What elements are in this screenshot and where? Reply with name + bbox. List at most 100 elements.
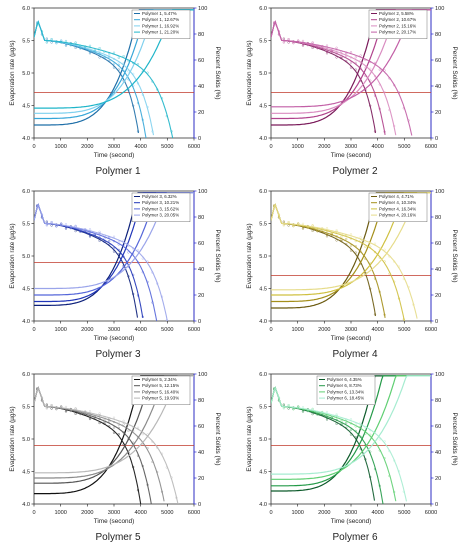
series-rate-point [393,459,396,462]
series-rate-point [132,292,135,296]
chart-svg: 0 1000 2000 3000 4000 5000 60004.04.55.05.56.0… [246,372,458,525]
series-rate-point [378,248,381,251]
series-rate-point [349,428,353,431]
x-axis-title: Time (second) [331,152,372,159]
panel-caption: Polymer 2 [332,166,378,177]
series-rate-point [122,69,125,72]
x-tick-label: 6000 [425,327,437,333]
series-rate-point [369,245,372,248]
y-tick-left-label: 4.0 [22,136,30,142]
series-rate-point [345,52,348,55]
series-rate-point [306,410,309,413]
series-rate-point [141,118,144,121]
series-rate-point [112,66,116,69]
series-rate-point [45,37,48,40]
legend-entry: Polymer 2, 5.58% [379,11,414,16]
series-rate-point [378,68,381,71]
series-rate-point [69,409,72,413]
series-rate-point [141,93,144,96]
series-rate-point [132,84,135,87]
x-tick-label: 4000 [134,510,146,516]
series-rate-point [98,46,101,50]
series-rate-point [84,411,87,414]
x-tick-label: 0 [32,327,35,333]
y-tick-right-label: 60 [198,424,204,430]
y-axis-right-title: Percent Solids (%) [451,47,458,100]
series-rate-point [79,230,82,233]
series-rate-point [330,49,333,52]
series-rate-point [373,61,377,64]
series-rate-point [321,45,324,48]
legend: Polymer 5, 2.34%Polymer 5, 12.15%Polymer… [131,375,191,405]
series-rate-point [373,430,377,433]
series-rate-point [402,107,405,110]
series-rate-point [316,413,319,416]
series-rate-point [383,69,386,72]
series-rate-point [132,425,135,429]
y-tick-right-label: 0 [435,136,438,142]
legend-box [368,9,428,39]
chart-panel: 0 1000 2000 3000 4000 5000 6000 4.0 4.5 5.0 5.5 6.0… [0,183,236,366]
series-rate-point [282,41,285,44]
series-rate-point [160,97,164,100]
series-rate-point [103,237,106,240]
series-rate-point [98,236,101,239]
series-rate-point [345,59,348,63]
series-rate-point [117,433,120,436]
series-rate-point [378,107,381,110]
y-tick-left-label: 4.0 [22,502,30,508]
y-axis-right-title: Percent Solids (%) [214,230,221,283]
y-axis-left-title: Evaporation rate (µg/s) [246,406,253,471]
series-rate-point [364,74,367,77]
y-tick-right-label: 60 [435,58,441,64]
x-tick-label: 2000 [81,144,93,150]
series-rate-point [359,239,362,242]
series-rate-point [156,88,159,91]
y-tick-right-label: 100 [435,189,444,195]
series-rate-point [151,130,154,133]
series-rate-point [146,483,149,486]
series-rate-point [156,446,159,449]
series-rate-point [36,206,39,209]
y-tick-left-label: 5.0 [259,71,267,77]
series-rate-point [330,232,333,235]
y-axis-left-title: Evaporation rate (µg/s) [9,223,16,288]
panel-caption: Polymer 1 [95,166,141,177]
y-axis-left-title: Evaporation rate (µg/s) [246,40,253,105]
series-rate-point [93,50,96,53]
series-rate-point [354,59,357,62]
legend-entry: Polymer 1, 21.20% [142,30,179,35]
x-tick-label: 0 [269,327,272,333]
series-rate-point [397,265,401,268]
series-rate-point [103,56,106,59]
series-rate-point [132,465,135,469]
series-rate-point [136,63,140,66]
series-rate-point [88,228,92,231]
y-axis-left-title: Evaporation rate (µg/s) [246,223,253,288]
legend: Polymer 6, 4.35%Polymer 6, 8.73%Polymer … [316,375,376,405]
series-rate-point [160,452,164,455]
x-axis-title: Time (second) [94,518,135,525]
legend: Polymer 3, 6.32%Polymer 3, 10.21%Polymer… [131,192,191,222]
series-rate-point [383,440,386,443]
series-rate-point [136,249,140,252]
series-rate-point [127,59,130,62]
series-rate-point [55,408,58,411]
series-rate-point [316,230,319,233]
series-rate-point [325,227,329,230]
chart-svg: 0 1000 2000 3000 4000 5000 60004.04.55.05.56.0… [246,189,458,342]
series-rate-point [349,61,353,64]
series-rate-point [359,421,362,424]
series-rate-point [64,227,68,230]
x-tick-label: 0 [269,144,272,150]
series-rate-point [117,68,120,71]
plot-area [271,375,431,504]
x-tick-label: 1000 [291,327,303,333]
series-rate-point [141,433,144,436]
y-tick-left-label: 6.0 [259,189,267,195]
series-rate-point [103,50,106,53]
legend-box [368,192,428,222]
series-rate-point [277,396,281,399]
series-rate-point [151,271,154,274]
series-rate-point [98,56,101,59]
